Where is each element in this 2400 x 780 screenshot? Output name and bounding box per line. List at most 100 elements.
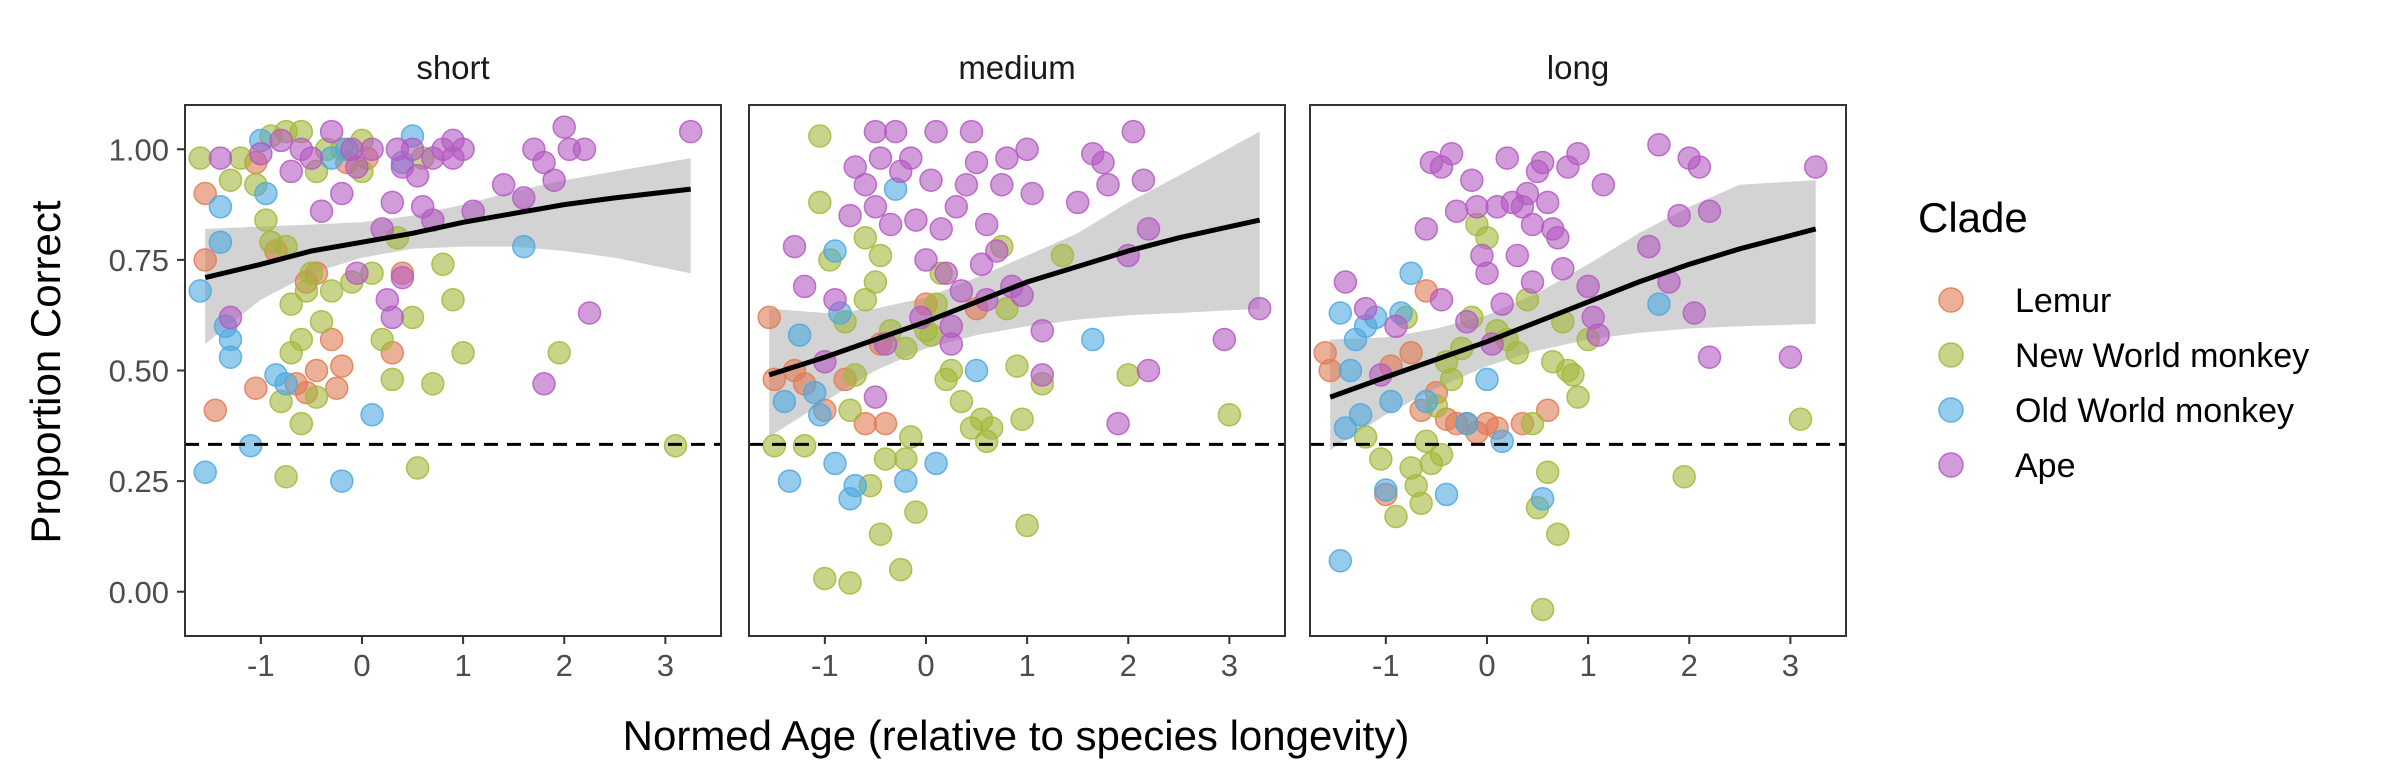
data-point (823, 239, 847, 263)
data-point (939, 358, 964, 383)
data-point (1414, 389, 1439, 414)
data-point (188, 279, 212, 303)
data-point (542, 168, 566, 192)
data-point (375, 287, 400, 312)
data-point (899, 425, 923, 449)
data-point (888, 557, 913, 582)
data-point (1520, 270, 1545, 294)
series-old-world-monkey (1328, 261, 1671, 573)
data-point (400, 137, 425, 162)
data-point (208, 230, 233, 254)
data-point (218, 305, 243, 330)
data-point (868, 146, 893, 170)
data-point (1667, 203, 1691, 228)
data-point (853, 287, 878, 312)
data-point (1121, 119, 1146, 144)
data-point (552, 115, 576, 139)
data-point (782, 234, 807, 259)
data-point (1065, 190, 1090, 215)
data-point (1687, 155, 1712, 179)
x-tick-label: 1 (1018, 648, 1035, 683)
data-point (208, 195, 233, 219)
data-point (995, 146, 1019, 170)
data-point (1217, 403, 1242, 427)
data-point (899, 146, 923, 170)
data-point (324, 376, 349, 400)
data-point (853, 226, 878, 250)
data-point (894, 336, 918, 361)
data-point (1116, 363, 1140, 387)
data-point (319, 119, 344, 144)
data-point (244, 376, 268, 400)
data-point (934, 261, 958, 285)
legend-key (1938, 342, 1964, 368)
data-point (1586, 323, 1610, 347)
data-point (249, 141, 273, 166)
legend-key (1938, 452, 1964, 478)
data-point (188, 146, 212, 170)
data-point (1136, 217, 1161, 241)
data-point (309, 199, 334, 223)
data-point (1429, 442, 1454, 467)
data-point (1465, 195, 1489, 219)
panel-strip-label: long (1547, 49, 1609, 86)
data-point (330, 354, 354, 378)
panel-strip-label: medium (958, 49, 1075, 86)
data-point (843, 363, 867, 387)
panel-strip-label: short (416, 49, 489, 86)
data-point (289, 327, 314, 352)
data-point (1576, 274, 1600, 299)
data-point (1348, 403, 1373, 427)
data-point (894, 447, 918, 471)
data-point (400, 305, 425, 330)
x-tick-label: -1 (247, 648, 275, 683)
data-point (547, 341, 571, 365)
data-point (863, 195, 888, 219)
data-point (1535, 190, 1560, 215)
data-point (838, 571, 862, 595)
data-point (512, 234, 536, 259)
data-point (808, 190, 832, 215)
y-axis: 0.00 0.25 0.50 0.75 1.00 (109, 132, 185, 610)
data-point (969, 252, 994, 277)
data-point (1020, 181, 1044, 206)
data-point (823, 451, 847, 476)
data-point (863, 119, 888, 144)
x-tick-label: 0 (353, 648, 370, 683)
data-point (1637, 234, 1661, 259)
data-point (1005, 354, 1029, 378)
data-point (218, 168, 243, 192)
data-point (1505, 243, 1530, 268)
data-point (1778, 345, 1803, 369)
legend-title: Clade (1918, 194, 2028, 241)
series-ape (1333, 133, 1828, 387)
data-point (380, 367, 405, 392)
data-point (274, 464, 298, 489)
data-point (949, 389, 974, 414)
data-point (873, 447, 898, 471)
data-point (929, 217, 953, 241)
x-tick-label: 0 (1478, 648, 1495, 683)
data-point (1081, 327, 1105, 352)
data-point (1353, 425, 1378, 449)
data-point (959, 119, 984, 144)
legend-key (1938, 397, 1964, 423)
data-point (1131, 168, 1156, 192)
data-point (1530, 597, 1555, 622)
panels-layer: short -1 0 1 2 3 medium -1 0 1 2 3 long -1 0 1 2 3 (184, 49, 1847, 683)
data-point (787, 323, 812, 347)
data-point (218, 345, 243, 369)
y-axis-title: Proportion Correct (22, 200, 69, 543)
data-point (1551, 256, 1575, 281)
x-tick-label: 3 (657, 648, 674, 683)
data-point (949, 279, 974, 303)
data-point (954, 172, 979, 197)
legend: Clade Lemur New World monkey Old World monk… (1918, 194, 2309, 485)
data-point (405, 164, 430, 188)
data-point (1333, 270, 1358, 294)
data-point (491, 172, 516, 197)
data-point (990, 172, 1014, 197)
data-point (532, 150, 556, 175)
data-point (572, 137, 597, 162)
x-tick-label: 1 (1579, 648, 1596, 683)
